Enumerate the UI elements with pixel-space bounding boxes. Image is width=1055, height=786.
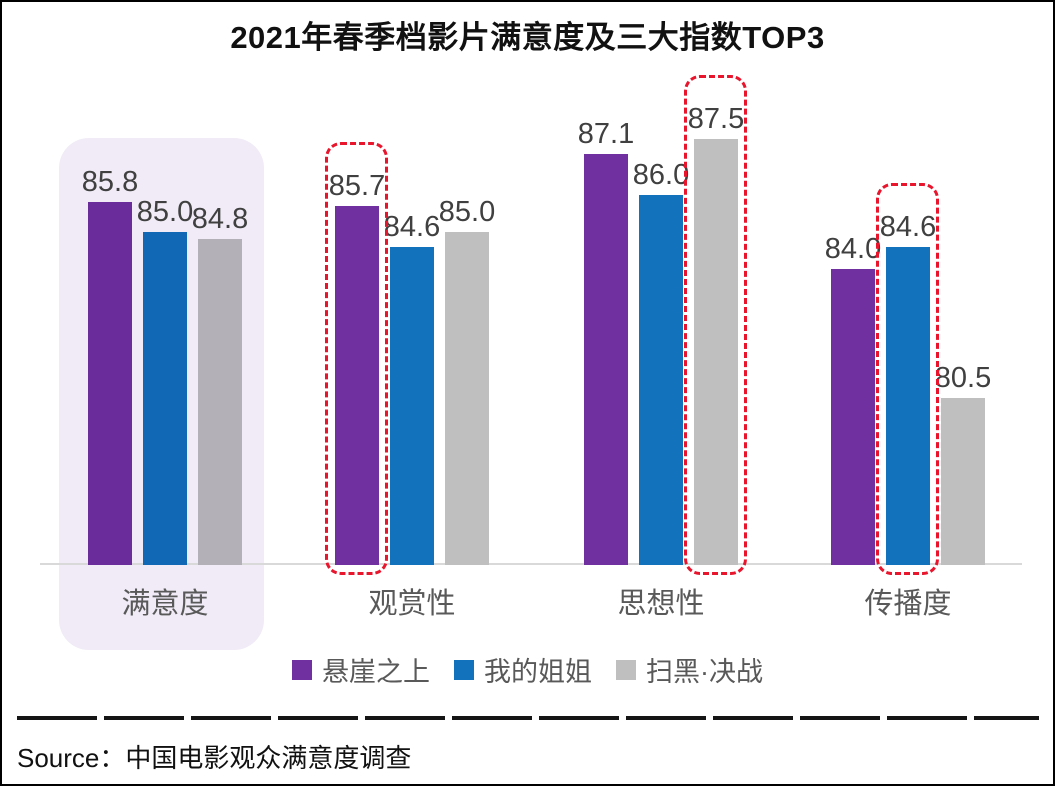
value-label: 85.0 <box>438 196 496 228</box>
separator-line <box>17 716 1039 720</box>
value-label: 84.6 <box>383 211 441 243</box>
bar-column: 84.0 <box>825 233 881 565</box>
value-label: 87.1 <box>577 118 635 150</box>
legend-item-label: 我的姐姐 <box>484 657 592 687</box>
bar-column: 84.8 <box>192 203 248 565</box>
bar-column: 85.7 <box>329 170 385 565</box>
value-label: 87.5 <box>687 103 745 135</box>
bar <box>694 139 738 565</box>
bar-column: 86.0 <box>633 159 689 565</box>
bar-group: 87.1 86.0 87.5 <box>578 103 744 565</box>
value-label: 86.0 <box>632 159 690 191</box>
bar-column: 85.0 <box>137 196 193 565</box>
bar-column: 87.5 <box>688 103 744 565</box>
bar-column: 84.6 <box>880 211 936 565</box>
bar-column: 80.5 <box>935 362 991 565</box>
value-label: 85.7 <box>328 170 386 202</box>
value-label: 85.8 <box>81 166 139 198</box>
bar <box>886 247 930 565</box>
bar-group: 84.0 84.6 80.5 <box>825 211 991 565</box>
bar <box>335 206 379 565</box>
legend-swatch-icon <box>454 659 474 680</box>
legend-item-label: 悬崖之上 <box>322 657 430 687</box>
bar-group: 85.7 84.6 85.0 <box>329 170 495 565</box>
value-label: 85.0 <box>136 196 194 228</box>
legend-item-label: 扫黑·决战 <box>646 657 763 687</box>
x-axis-line <box>40 563 1022 565</box>
bar-column: 84.6 <box>384 211 440 565</box>
top-score-highlight-box <box>876 183 939 575</box>
bar <box>639 195 683 565</box>
legend: 悬崖之上 我的姐姐 扫黑·决战 <box>2 650 1053 689</box>
bar <box>88 202 132 565</box>
bar <box>390 247 434 565</box>
legend-item: 我的姐姐 <box>454 650 592 689</box>
bar-column: 85.0 <box>439 196 495 565</box>
bar <box>143 232 187 565</box>
bar <box>941 398 985 565</box>
bar <box>445 232 489 565</box>
top-score-highlight-box <box>684 75 747 575</box>
bar <box>584 154 628 565</box>
value-label: 84.0 <box>824 233 882 265</box>
bar-group: 85.8 85.0 84.8 <box>82 166 248 565</box>
legend-item: 悬崖之上 <box>292 650 430 689</box>
value-label: 80.5 <box>934 362 992 394</box>
bar <box>831 269 875 565</box>
value-label: 84.8 <box>191 203 249 235</box>
top-score-highlight-box <box>325 142 388 575</box>
category-label: 满意度 <box>121 588 209 620</box>
category-label: 传播度 <box>864 588 952 620</box>
bar-column: 87.1 <box>578 118 634 565</box>
bar <box>198 239 242 565</box>
source-note: Source：中国电影观众满意度调查 <box>17 743 412 773</box>
legend-swatch-icon <box>292 659 312 680</box>
legend-swatch-icon <box>616 659 636 680</box>
legend-item: 扫黑·决战 <box>616 650 763 689</box>
category-label: 思想性 <box>617 588 705 620</box>
chart-title: 2021年春季档影片满意度及三大指数TOP3 <box>230 20 825 55</box>
bar-column: 85.8 <box>82 166 138 565</box>
category-label: 观赏性 <box>368 588 456 620</box>
value-label: 84.6 <box>879 211 937 243</box>
